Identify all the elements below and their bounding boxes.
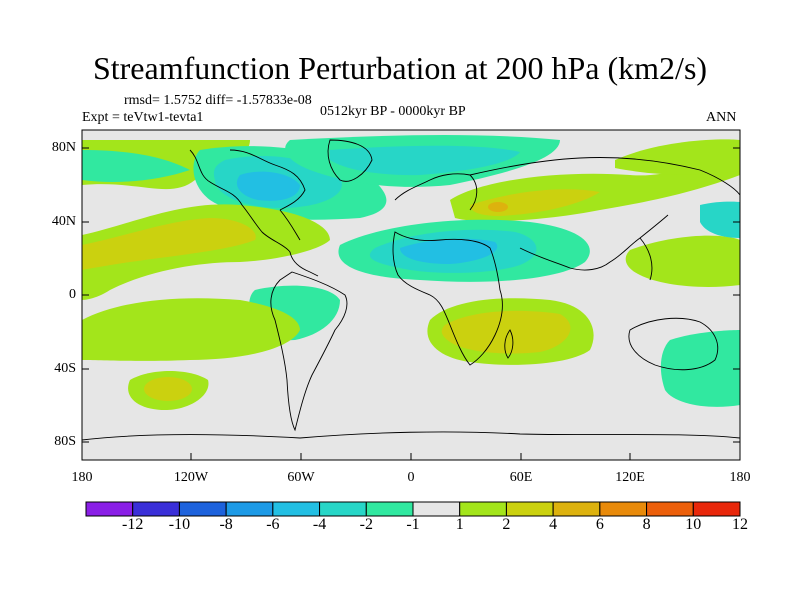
contour-negative-1 (660, 330, 740, 407)
coast-africa (392, 231, 503, 366)
lon-label-180e: 180 (729, 470, 751, 485)
colorbar-label: 1 (455, 516, 464, 533)
colorbar-label: -12 (122, 516, 144, 533)
contour-negative-1 (82, 150, 190, 182)
coast-hudson-bay (229, 149, 306, 211)
colorbar (85, 501, 741, 517)
map-plot-area (82, 130, 740, 460)
lon-label-60w: 60W (287, 470, 315, 485)
coast-europe (394, 173, 478, 211)
colorbar-swatch (459, 501, 507, 517)
coast-southeast-asia (639, 237, 653, 281)
colorbar-label: -1 (406, 516, 420, 533)
chart-title: Streamfunction Perturbation at 200 hPa (… (92, 50, 708, 86)
lon-label-120e: 120E (615, 470, 645, 485)
lat-label-40s: 40S (54, 361, 76, 376)
colorbar-label: 2 (502, 516, 511, 533)
colorbar-label: -6 (266, 516, 280, 533)
lon-label-180w: 180 (71, 470, 93, 485)
lat-label-0: 0 (69, 287, 76, 302)
colorbar-swatch (646, 501, 694, 517)
coast-south-america (270, 271, 348, 432)
contour-positive-4 (82, 218, 256, 270)
coast-south-asia (519, 214, 669, 271)
coast-madagascar (504, 329, 514, 359)
colorbar-label: 8 (642, 516, 651, 533)
contour-positive-2 (625, 235, 740, 287)
colorbar-swatch (225, 501, 274, 517)
lat-label-40n: 40N (51, 214, 76, 229)
contour-negative-2 (700, 201, 740, 238)
season-label: ANN (706, 110, 737, 125)
contour-positive-6 (488, 202, 508, 212)
lon-label-60e: 60E (509, 470, 533, 485)
colorbar-swatch (599, 501, 648, 517)
colorbar-label: 4 (549, 516, 558, 533)
colorbar-swatch (552, 501, 601, 517)
contour-negative-2 (330, 145, 520, 176)
colorbar-label: 12 (732, 516, 748, 533)
contour-positive-4 (144, 377, 192, 401)
coastlines (82, 139, 740, 441)
colorbar-swatch (412, 501, 461, 517)
coast-greenland (327, 139, 373, 182)
colorbar-label: 6 (595, 516, 604, 533)
contour-negative-4 (400, 238, 498, 264)
coast-east-us (279, 209, 301, 241)
lon-label-120w: 120W (173, 470, 209, 485)
contour-positive-2 (82, 204, 330, 300)
colorbar-swatch (692, 501, 741, 517)
lon-label-0: 0 (407, 470, 415, 485)
colorbar-swatch (132, 501, 180, 517)
colorbar-swatch (272, 501, 321, 517)
contour-positive-2 (615, 139, 740, 175)
rmsd-label: rmsd= 1.5752 diff= -1.57833e-08 (124, 93, 312, 108)
coast-north-america (189, 149, 319, 277)
coast-north-asia (469, 157, 740, 196)
colorbar-label: -2 (359, 516, 373, 533)
colorbar-label: 10 (685, 516, 702, 533)
axis-ticks (82, 147, 740, 460)
colorbar-swatch (505, 501, 554, 517)
contour-negative-4 (236, 171, 300, 201)
lat-label-80n: 80N (51, 140, 76, 155)
colorbar-label: -4 (312, 516, 327, 533)
colorbar-label: -10 (168, 516, 191, 533)
colorbar-swatch (319, 501, 367, 517)
colorbar-swatch (178, 501, 227, 517)
colorbar-label: -8 (219, 516, 233, 533)
period-label: 0512kyr BP - 0000kyr BP (320, 104, 466, 119)
colorbar-swatch (85, 501, 134, 517)
coast-australia (628, 317, 719, 371)
lat-label-80s: 80S (54, 434, 76, 449)
contour-positive-2 (82, 298, 300, 361)
experiment-label: Expt = teVtw1-tevta1 (82, 110, 204, 125)
colorbar-swatch (365, 501, 414, 517)
coast-antarctica (82, 431, 740, 441)
contour-positive-4 (441, 310, 571, 354)
